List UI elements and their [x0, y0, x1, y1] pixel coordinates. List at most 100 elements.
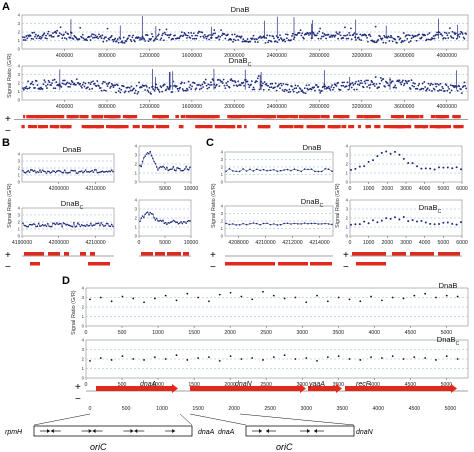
zoom-line [33, 413, 91, 426]
data-point-a2 [296, 91, 298, 94]
data-point-a2 [114, 84, 117, 87]
data-point-a1 [162, 39, 165, 42]
data-point-a1 [415, 39, 418, 42]
gene-plus-b3 [183, 252, 189, 256]
xtick-label-d1: 2500 [260, 330, 272, 336]
data-point-a2 [195, 87, 198, 90]
data-point-a2 [96, 80, 99, 82]
data-point-a1 [78, 38, 81, 40]
data-point-a2 [400, 83, 403, 86]
data-point-a2 [347, 88, 350, 91]
data-point-a1 [237, 39, 240, 41]
data-point-a1 [286, 33, 289, 36]
gene-minus-a [365, 125, 371, 129]
data-point-a2 [251, 88, 254, 91]
data-point-a1 [103, 37, 106, 40]
data-point-a1 [108, 38, 111, 41]
data-point-a1 [198, 30, 201, 33]
data-point-a2 [222, 78, 225, 81]
ytick-label-b2: 4 [18, 206, 21, 211]
data-point-a2 [163, 83, 166, 86]
data-point-a1 [182, 34, 185, 37]
data-point-a1 [192, 32, 195, 35]
data-point-a1 [427, 38, 430, 41]
gene-plus-a [125, 115, 132, 119]
gene-plus-a [30, 115, 35, 119]
data-point-a2 [177, 90, 180, 92]
data-point-c3 [367, 160, 370, 163]
data-point-a2 [219, 79, 222, 82]
data-point-a2 [104, 89, 107, 92]
data-point-a2 [75, 83, 77, 86]
data-point-a1 [280, 38, 283, 41]
data-point-d2 [218, 360, 221, 362]
gene-minus-a [300, 125, 304, 129]
data-point-a2 [350, 86, 353, 89]
data-point-a1 [433, 37, 436, 40]
data-point-a1 [63, 33, 65, 36]
data-point-a2 [153, 89, 156, 92]
data-point-d1 [424, 292, 427, 295]
data-point-a2 [402, 84, 405, 87]
data-point-a2 [436, 82, 439, 85]
data-point-a1 [319, 27, 322, 30]
ytick-label-c2: 4 [221, 204, 224, 209]
gene-minus-a [341, 125, 347, 129]
data-point-a1 [143, 38, 146, 41]
data-point-a2 [116, 84, 119, 87]
strand-minus-b: − [5, 262, 11, 273]
data-point-c3 [389, 152, 392, 155]
data-point-d2 [316, 360, 318, 362]
data-point-a2 [429, 84, 432, 87]
data-point-a2 [115, 91, 117, 94]
gene-minus-a [87, 125, 91, 129]
data-point-c3 [385, 150, 388, 153]
data-point-a2 [342, 84, 345, 87]
gene-minus-a [27, 125, 37, 129]
subscript-c: C [438, 209, 442, 215]
gene-minus-a [266, 125, 271, 129]
gene-plus-a [289, 115, 297, 119]
data-point-c4 [429, 222, 432, 225]
data-point-a1 [349, 34, 351, 37]
data-point-a2 [199, 84, 202, 87]
data-point-a1 [399, 37, 402, 40]
data-point-a1 [168, 36, 170, 39]
ytick-label-b2: 3 [18, 213, 21, 218]
data-point-a1 [139, 38, 141, 41]
data-point-a1 [102, 40, 105, 43]
data-point-a2 [179, 86, 182, 89]
data-point-a1 [308, 34, 310, 36]
data-point-a1 [93, 36, 96, 39]
xtick-label-b3: 10000 [184, 186, 199, 192]
xtick-label-d2: 1000 [152, 382, 164, 388]
xtick-label-c4: 6000 [456, 240, 468, 246]
gene-plus-b [48, 252, 60, 256]
data-point-a2 [362, 86, 365, 89]
data-point-a1 [25, 35, 28, 37]
data-point-a2 [75, 78, 78, 81]
data-point-a1 [303, 37, 305, 40]
ori-left-site-arrowhead [134, 429, 138, 433]
data-point-a2 [320, 89, 323, 92]
data-point-a2 [281, 89, 284, 91]
data-point-a2 [286, 83, 289, 86]
gene-plus-a [196, 115, 207, 119]
data-point-c4 [442, 221, 445, 224]
data-point-d1 [110, 300, 113, 303]
data-point-a2 [287, 91, 290, 93]
data-point-a1 [292, 38, 295, 41]
data-point-d2 [262, 359, 264, 361]
data-point-a2 [101, 82, 104, 85]
gene-plus-a [261, 115, 271, 119]
data-point-d2 [326, 356, 329, 358]
data-point-a1 [374, 25, 377, 28]
data-point-d2 [272, 356, 275, 358]
data-point-a1 [336, 32, 339, 35]
data-point-a1 [366, 36, 368, 39]
ytick-label-b4: 4 [135, 198, 138, 203]
data-point-a2 [438, 89, 441, 91]
data-point-a1 [357, 36, 360, 39]
ytick-label-c4: 1 [346, 225, 349, 230]
data-point-a1 [402, 32, 405, 34]
